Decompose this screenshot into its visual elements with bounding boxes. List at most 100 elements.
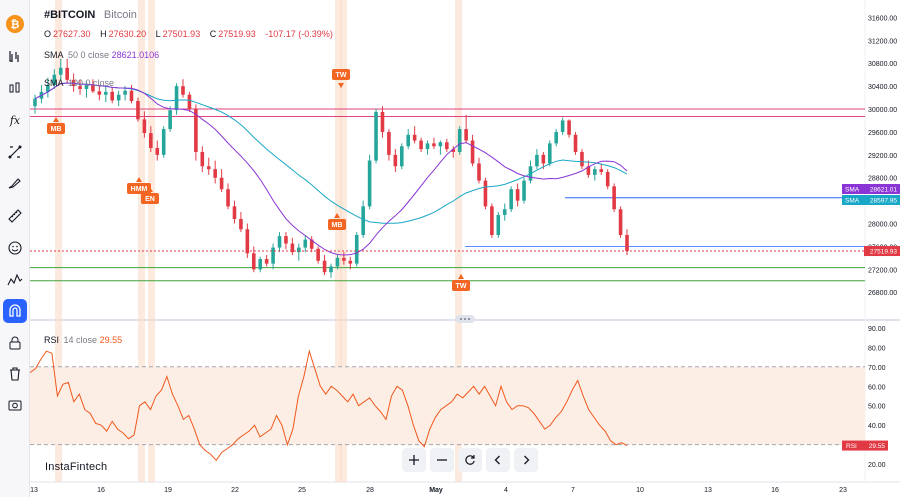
- candle-body: [123, 90, 127, 95]
- magnet-icon: [9, 304, 21, 317]
- scroll-left-button[interactable]: [486, 448, 510, 472]
- candle-body: [316, 248, 320, 261]
- pattern-tool[interactable]: [3, 268, 27, 292]
- event-marker-bg: [452, 280, 470, 291]
- event-band-3: [148, 0, 155, 482]
- change-value: -107.17 (-0.39%): [265, 29, 333, 39]
- price-tick-label: 29600.00: [868, 130, 897, 137]
- candle: [58, 58, 63, 81]
- candle-body: [567, 120, 571, 135]
- candle: [142, 111, 147, 138]
- scroll-right-button[interactable]: [514, 448, 538, 472]
- ruler-icon: [8, 209, 22, 223]
- ruler-tool[interactable]: [3, 204, 27, 228]
- candle-body: [239, 218, 243, 230]
- sma50-legend[interactable]: SMA 50 0 close 28621.0106: [44, 50, 159, 60]
- candle-body: [116, 94, 121, 101]
- candle: [97, 85, 102, 101]
- trash-tool[interactable]: [3, 362, 27, 386]
- arrow-up-icon: [53, 117, 59, 122]
- brush-tool[interactable]: [3, 172, 27, 196]
- sma100-legend[interactable]: SMA 100 0 close: [44, 78, 114, 88]
- candle-body: [187, 94, 192, 110]
- candle: [547, 140, 552, 167]
- candle: [406, 129, 411, 150]
- candle: [580, 149, 584, 170]
- svg-text:₿: ₿: [11, 18, 20, 31]
- candle-body: [541, 154, 546, 164]
- pane-resize-handle[interactable]: [455, 315, 475, 323]
- time-tick-label: 10: [636, 487, 644, 494]
- low-label: L: [155, 29, 161, 39]
- close-label: C: [209, 29, 217, 39]
- bars-tool[interactable]: [3, 77, 27, 101]
- low-value: 27501.93: [162, 29, 201, 39]
- magnet-tool[interactable]: [3, 299, 27, 323]
- candle-body: [309, 239, 314, 249]
- rsi-line: [30, 349, 628, 462]
- chart-type-tool[interactable]: [3, 45, 27, 69]
- candle: [457, 126, 462, 155]
- event-marker: MB: [328, 213, 346, 230]
- zoom-out-button[interactable]: [430, 448, 454, 472]
- candle-body: [470, 140, 475, 164]
- event-marker-bg: [141, 193, 159, 204]
- candle-body: [206, 166, 211, 170]
- candle: [110, 87, 115, 104]
- arrow-up-icon: [458, 274, 464, 279]
- time-tick-label: 23: [839, 487, 847, 494]
- candle: [367, 154, 372, 210]
- candle-body: [432, 143, 436, 147]
- candle: [387, 129, 391, 161]
- rsi-legend[interactable]: RSI 14 close 29.55: [44, 335, 122, 345]
- event-marker: MB: [47, 117, 65, 134]
- event-band-2: [138, 0, 145, 482]
- time-tick-label: 13: [704, 487, 712, 494]
- candle: [226, 183, 230, 210]
- drawing-tool-tool[interactable]: [3, 140, 27, 164]
- rsi-label: RSI: [44, 335, 60, 345]
- candle: [271, 243, 275, 270]
- candle: [573, 131, 578, 155]
- candle: [393, 149, 398, 173]
- rsi-tick-label: 50.00: [868, 404, 886, 411]
- candle-body: [129, 90, 134, 102]
- emoji-tool[interactable]: [3, 236, 27, 260]
- bitcoin-logo-icon: ₿: [11, 18, 20, 31]
- candle: [354, 232, 359, 267]
- candle-body: [329, 266, 333, 273]
- zoom-in-button[interactable]: [402, 448, 426, 472]
- candle: [470, 134, 475, 167]
- time-tick-label: 22: [231, 487, 239, 494]
- event-marker: TW: [332, 69, 350, 88]
- candle-body: [284, 236, 288, 244]
- price-tag-value: 28621.01: [870, 187, 897, 194]
- candle-body: [599, 169, 604, 173]
- price-tick-label: 30800.00: [868, 61, 897, 68]
- screenshot-tool[interactable]: [3, 393, 27, 417]
- candle: [46, 77, 50, 98]
- candle: [316, 246, 320, 264]
- candle-body: [78, 86, 82, 90]
- candle-body: [580, 151, 584, 167]
- candle-body: [393, 154, 398, 167]
- rsi-tick-label: 60.00: [868, 384, 886, 391]
- candle: [502, 203, 507, 221]
- candle: [496, 212, 501, 238]
- candle-body: [46, 85, 50, 92]
- rsi-tick-label: 40.00: [868, 423, 886, 430]
- candle: [187, 91, 192, 112]
- lock-tool[interactable]: [3, 331, 27, 355]
- chart-area[interactable]: 26800.0027200.0027600.0028000.0028400.00…: [30, 0, 900, 497]
- price-tag-bg: [864, 246, 900, 257]
- reset-chart-button[interactable]: [458, 448, 482, 472]
- price-tick-label: 26800.00: [868, 290, 897, 297]
- chart-type-icon: [9, 51, 19, 62]
- indicators-tool[interactable]: fx: [3, 108, 27, 132]
- candle-body: [496, 214, 501, 235]
- event-marker-bg: [332, 69, 350, 80]
- event-marker-label: MB: [332, 222, 343, 229]
- price-tag-label: SMA: [845, 198, 860, 205]
- candle-body: [155, 147, 160, 155]
- candle-body: [535, 154, 539, 167]
